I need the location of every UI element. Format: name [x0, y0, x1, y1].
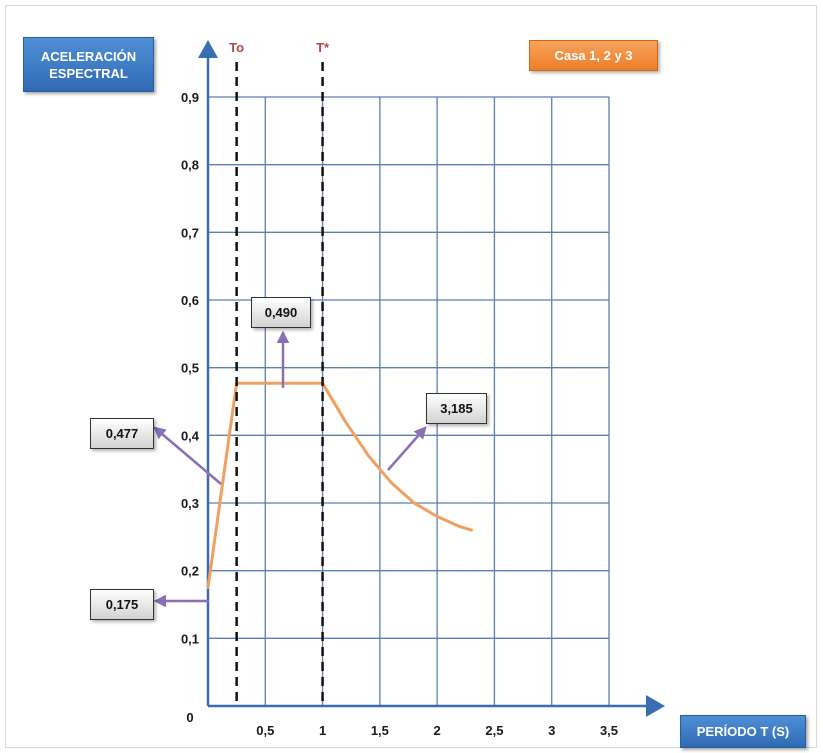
- y-tick-label: 0,3: [181, 496, 199, 511]
- callout-arrow-2: [387, 426, 427, 471]
- legend-box: Casa 1, 2 y 3: [529, 40, 658, 71]
- callout-0490: 0,490: [251, 297, 311, 328]
- chart-frame: [5, 5, 817, 748]
- grid: [208, 96, 610, 706]
- y-tick-label: 0,8: [181, 158, 199, 173]
- x-tick-label: 2: [434, 723, 441, 738]
- x-tick-label: 3: [548, 723, 555, 738]
- spectrum-line: [206, 381, 473, 590]
- callout-arrows: [153, 330, 427, 608]
- axes: [198, 40, 665, 717]
- period-markers: To T*: [229, 40, 330, 706]
- tick-labels: 0,1 0,2 0,3 0,4 0,5 0,6 0,7 0,8 0,9 0,5 1 1,5 2 2,5 3 3…: [181, 90, 618, 738]
- callout-0175: 0,175: [90, 589, 154, 620]
- y-axis-arrow: [198, 40, 218, 58]
- callout-0477: 0,477: [90, 418, 154, 449]
- callout-arrow-0: [153, 426, 222, 485]
- x-tick-label: 1: [319, 723, 326, 738]
- origin-label: 0: [186, 710, 193, 725]
- y-tick-label: 0,4: [181, 428, 200, 443]
- x-tick-label: 0,5: [256, 723, 274, 738]
- y-tick-label: 0,9: [181, 90, 199, 105]
- y-tick-label: 0,2: [181, 564, 199, 579]
- marker-label-0: To: [229, 40, 244, 55]
- y-tick-label: 0,7: [181, 225, 199, 240]
- series-marks: [206, 381, 473, 590]
- y-axis-title: ACELERACIÓN ESPECTRAL: [23, 37, 154, 92]
- x-tick-label: 3,5: [600, 723, 618, 738]
- x-tick-label: 1,5: [371, 723, 389, 738]
- x-axis-title: PERÍODO T (S): [680, 715, 806, 748]
- marker-label-1: T*: [316, 40, 330, 55]
- x-axis-arrow: [646, 695, 665, 717]
- y-tick-label: 0,6: [181, 293, 199, 308]
- callout-3185: 3,185: [426, 393, 487, 424]
- y-tick-label: 0,5: [181, 361, 199, 376]
- y-tick-label: 0,1: [181, 631, 199, 646]
- x-tick-label: 2,5: [485, 723, 503, 738]
